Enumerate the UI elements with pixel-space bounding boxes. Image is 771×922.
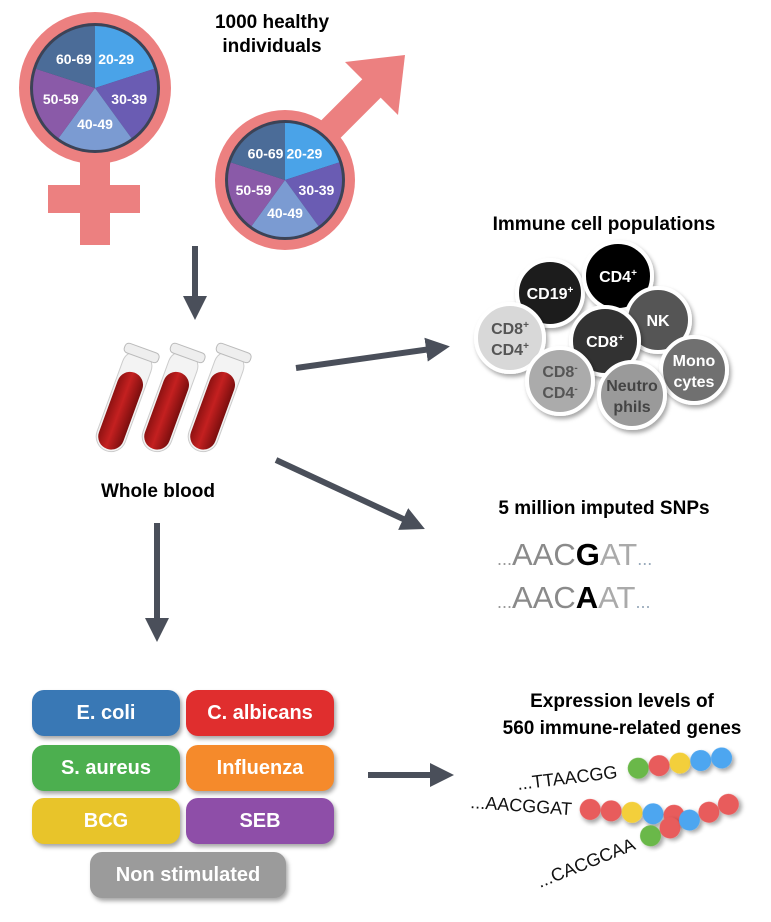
age-label: 30-39 <box>299 182 335 198</box>
expression-bead <box>698 801 720 823</box>
svg-text:CD4+: CD4+ <box>599 268 637 286</box>
expression-title-line2: 560 immune-related genes <box>503 718 742 739</box>
svg-text:cytes: cytes <box>674 374 715 391</box>
snp-sequence-2: ...AACAAT... <box>497 580 650 615</box>
snps-title: 5 million imputed SNPs <box>498 498 709 519</box>
female-symbol: 20-29 30-39 40-49 50-59 60-69 <box>19 12 171 245</box>
age-label: 60-69 <box>248 145 284 161</box>
expression-bead <box>717 793 739 815</box>
age-slice-40-49 <box>58 88 132 150</box>
age-label: 60-69 <box>56 51 92 67</box>
immune-title: Immune cell populations <box>493 214 716 235</box>
age-slice-40-49 <box>251 180 319 238</box>
immune-cell-neutrophils: Neutro phils <box>597 360 667 430</box>
stimulus-bcg: BCG <box>32 798 180 844</box>
expression-bead <box>642 803 664 825</box>
expression-bead <box>659 817 681 839</box>
stimulus-influenza: Influenza <box>186 745 334 791</box>
expression-reads: ...TTAACGG...AACGGAT ...CACGCAA <box>470 747 739 892</box>
immune-cell-cd8cd4: CD8- CD4- <box>525 346 595 416</box>
immune-cell-cluster: CD19+ CD4+ NK CD8+ CD4+ CD8+ Mono cytes CD8- CD4-… <box>474 240 729 430</box>
cohort-title-line2: individuals <box>222 36 321 57</box>
age-slice-50-59 <box>33 68 95 139</box>
svg-text:CD8-: CD8- <box>542 363 577 381</box>
age-label: 20-29 <box>98 51 134 67</box>
age-slice-30-39 <box>95 68 157 139</box>
expression-bead <box>690 750 712 772</box>
stimulus-s-aureus: S. aureus <box>32 745 180 791</box>
age-slice-20-29 <box>95 26 154 88</box>
flow-arrows <box>145 246 454 787</box>
svg-text:CD4+: CD4+ <box>491 341 529 359</box>
expression-read: ...AACGGAT <box>470 792 685 826</box>
svg-text:phils: phils <box>613 399 650 416</box>
age-label: 40-49 <box>77 116 113 132</box>
age-label: 20-29 <box>287 145 323 161</box>
age-slice-20-29 <box>285 123 340 180</box>
age-slice-60-69 <box>230 123 285 180</box>
age-slice-30-39 <box>285 162 342 227</box>
svg-text:Mono: Mono <box>673 353 716 370</box>
svg-text:...TTAACGG: ...TTAACGG <box>516 762 618 794</box>
arrow-to-immune-cells <box>295 337 450 371</box>
svg-text:CD8+: CD8+ <box>491 320 529 338</box>
expression-title-line1: Expression levels of <box>530 691 714 712</box>
age-pie-male: 20-29 30-39 40-49 50-59 60-69 <box>225 120 345 240</box>
cohort-title-line1: 1000 healthy <box>215 12 329 33</box>
age-pie-female: 20-29 30-39 40-49 50-59 60-69 <box>30 23 160 153</box>
svg-text:...AACGGAT: ...AACGGAT <box>470 792 573 819</box>
expression-bead <box>678 809 700 831</box>
immune-cell-cd19: CD19+ <box>515 258 585 328</box>
immune-cell-monocytes: Mono cytes <box>659 335 729 405</box>
expression-read: ...TTAACGG <box>516 747 733 794</box>
expression-bead <box>711 747 733 769</box>
arrow-to-snps <box>274 457 425 530</box>
stimulus-e-coli: E. coli <box>32 690 180 736</box>
age-slice-60-69 <box>36 26 95 88</box>
age-slice-50-59 <box>228 162 285 227</box>
age-label: 50-59 <box>43 91 79 107</box>
blood-tubes-icon <box>95 342 252 453</box>
stimulus-c-albicans: C. albicans <box>186 690 334 736</box>
expression-bead <box>648 755 670 777</box>
snp-sequence-1: ...AACGAT... <box>497 537 652 572</box>
stimulus-non-stimulated: Non stimulated <box>90 852 286 898</box>
expression-bead <box>627 757 649 779</box>
svg-text:CD19+: CD19+ <box>527 285 574 303</box>
expression-bead <box>639 825 661 847</box>
expression-bead <box>579 798 601 820</box>
stimulus-seb: SEB <box>186 798 334 844</box>
expression-bead <box>621 801 643 823</box>
svg-text:Neutro: Neutro <box>606 378 658 395</box>
age-label: 30-39 <box>111 91 147 107</box>
age-label: 50-59 <box>236 182 272 198</box>
svg-text:NK: NK <box>646 313 670 330</box>
expression-bead <box>669 752 691 774</box>
male-symbol: 20-29 30-39 40-49 50-59 60-69 <box>215 55 405 250</box>
expression-bead <box>600 800 622 822</box>
svg-text:...CACGCAA: ...CACGCAA <box>534 834 638 892</box>
snp-sequences: ...AACGAT... ...AACAAT... <box>497 537 652 615</box>
whole-blood-label: Whole blood <box>101 481 215 502</box>
age-label: 40-49 <box>267 205 303 221</box>
svg-text:CD8+: CD8+ <box>586 333 624 351</box>
svg-text:CD4-: CD4- <box>542 384 577 402</box>
immune-cell-cd8cd4: CD8+ CD4+ <box>474 302 546 374</box>
